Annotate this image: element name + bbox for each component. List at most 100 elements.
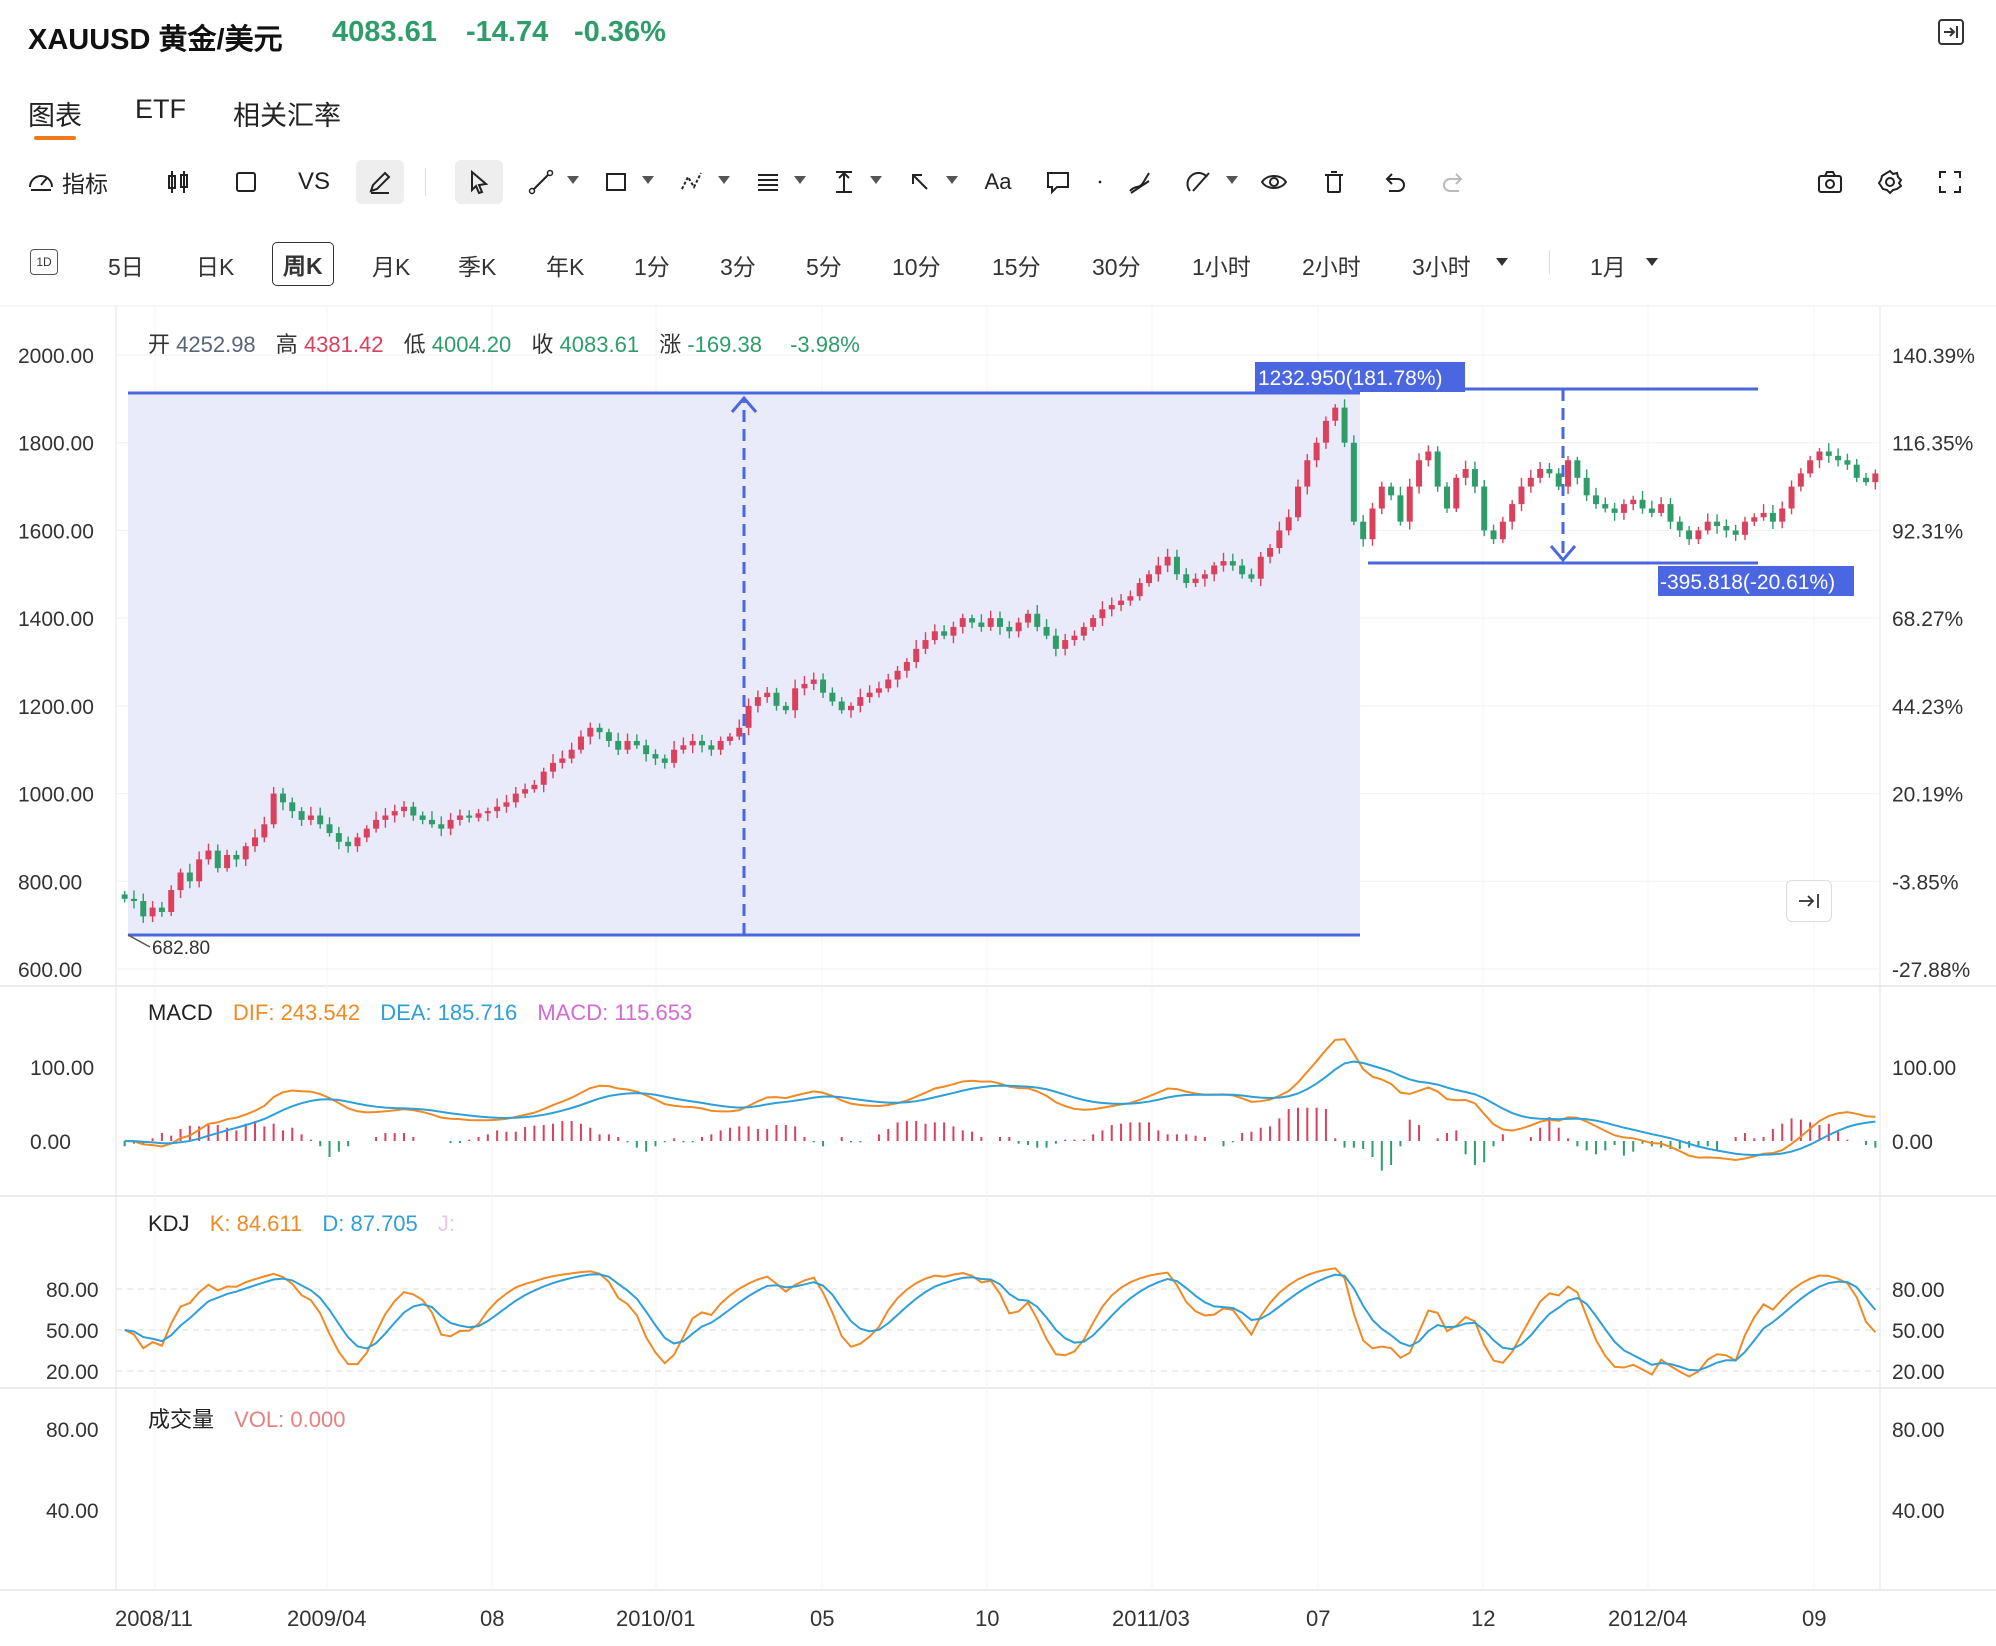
fib-tool-button[interactable] — [750, 160, 786, 204]
candle-body — [214, 850, 221, 869]
cursor-button[interactable] — [455, 160, 503, 204]
period-0[interactable]: 5日 — [108, 254, 144, 280]
candle-body — [401, 806, 408, 812]
comment-tool-button[interactable] — [1040, 160, 1076, 204]
candle-body — [1406, 486, 1413, 522]
settings-button[interactable] — [1872, 160, 1908, 204]
candle-body — [466, 815, 473, 818]
period-6[interactable]: 1分 — [634, 254, 670, 280]
candle-body — [820, 679, 827, 693]
time-tick-label: 08 — [480, 1606, 504, 1631]
period-more-chevron-icon[interactable] — [1496, 258, 1508, 266]
compare-button[interactable]: VS — [297, 168, 330, 195]
k-line — [124, 1267, 1877, 1378]
candle-body — [1341, 407, 1348, 443]
indicators-button[interactable]: 指标 — [26, 160, 126, 204]
collapse-panel-icon[interactable] — [1937, 18, 1965, 46]
tab-related-fx[interactable]: 相关汇率 — [233, 101, 341, 131]
candle-body — [1797, 473, 1804, 487]
candle-body — [1090, 618, 1097, 627]
range-chevron-icon[interactable] — [1646, 258, 1658, 266]
chart-area[interactable]: 2000.00 140.39% 1800.00 116.35% 1600.00 92.31… — [0, 300, 1996, 1646]
candle-body — [848, 705, 855, 711]
candle-body — [1537, 469, 1544, 478]
rectangle-tool-button[interactable] — [598, 160, 634, 204]
period-1[interactable]: 日K — [196, 254, 235, 280]
fullscreen-button[interactable] — [1932, 160, 1968, 204]
line-tool-button[interactable] — [523, 160, 559, 204]
candle-body — [550, 762, 557, 772]
period-3[interactable]: 月K — [372, 254, 411, 280]
candle-body — [1397, 495, 1404, 522]
screenshot-button[interactable] — [1812, 160, 1848, 204]
text-tool-button[interactable]: Aa — [984, 169, 1012, 194]
candle-body — [959, 618, 966, 627]
visibility-button[interactable] — [1256, 160, 1292, 204]
candle-body — [503, 802, 510, 807]
draw-toggle-button[interactable] — [356, 160, 404, 204]
square-button[interactable] — [228, 160, 264, 204]
candle-body — [838, 701, 845, 711]
candle-body — [1378, 486, 1385, 509]
open-label: 开 — [148, 332, 171, 357]
candle-body — [177, 872, 184, 891]
chevron-down-icon[interactable] — [794, 176, 806, 184]
tab-etf[interactable]: ETF — [135, 94, 186, 124]
candle-body — [1723, 526, 1730, 531]
chevron-down-icon[interactable] — [718, 176, 730, 184]
period-9[interactable]: 10分 — [892, 254, 941, 280]
candle-body — [1267, 547, 1274, 557]
candle-body — [1583, 477, 1590, 496]
period-4[interactable]: 季K — [458, 254, 497, 280]
candle-body — [1574, 460, 1581, 478]
intraday-icon[interactable]: 1D — [30, 249, 58, 275]
brush-tool-button[interactable] — [1122, 160, 1158, 204]
period-13[interactable]: 2小时 — [1302, 254, 1361, 280]
candlestick-button[interactable] — [160, 160, 196, 204]
chevron-down-icon[interactable] — [946, 176, 958, 184]
candle-body — [1192, 578, 1199, 584]
scroll-to-latest-button[interactable] — [1786, 880, 1832, 922]
shape-tool-button[interactable] — [1182, 160, 1218, 204]
candle-body — [1006, 626, 1013, 632]
candle-body — [1118, 600, 1125, 605]
chevron-down-icon[interactable] — [567, 176, 579, 184]
period-10[interactable]: 15分 — [992, 254, 1041, 280]
low-marker-line — [127, 934, 151, 948]
undo-button[interactable] — [1376, 160, 1412, 204]
candle-body — [1658, 504, 1665, 513]
redo-button[interactable] — [1436, 160, 1472, 204]
period-11[interactable]: 30分 — [1092, 254, 1141, 280]
kdj-tick-label-right: 80.00 — [1892, 1279, 1945, 1302]
measure-tool-button[interactable] — [826, 160, 862, 204]
dea-value: DEA: 185.716 — [380, 1000, 518, 1025]
period-2[interactable]: 周K — [272, 242, 334, 286]
ohlc-legend: 开 4252.98 高 4381.42 低 4004.20 收 4083.61 … — [148, 327, 860, 359]
delete-button[interactable] — [1316, 160, 1352, 204]
candle-body — [1211, 565, 1218, 575]
j-value: J: — [437, 1211, 456, 1236]
dot-tool-button[interactable] — [1090, 160, 1110, 204]
candle-body — [801, 683, 808, 689]
arrow-tool-button[interactable] — [902, 160, 938, 204]
tab-chart[interactable]: 图表 — [28, 101, 82, 131]
period-7[interactable]: 3分 — [720, 254, 756, 280]
pattern-tool-button[interactable] — [674, 160, 710, 204]
chevron-down-icon[interactable] — [642, 176, 654, 184]
volume-tick-label: 40.00 — [46, 1500, 99, 1523]
candle-body — [130, 898, 137, 902]
candle-body — [354, 837, 361, 847]
period-8[interactable]: 5分 — [806, 254, 842, 280]
chevron-down-icon[interactable] — [870, 176, 882, 184]
range-select[interactable]: 1月 — [1590, 254, 1626, 280]
period-5[interactable]: 年K — [546, 254, 585, 280]
period-14[interactable]: 3小时 — [1412, 254, 1471, 280]
pct-tick-label: -3.85% — [1892, 871, 1959, 894]
macd-value: MACD: 115.653 — [537, 1000, 693, 1025]
candle-body — [1285, 517, 1292, 531]
arrow-icon — [912, 174, 928, 190]
candle-body — [456, 815, 463, 820]
chevron-down-icon[interactable] — [1226, 176, 1238, 184]
period-12[interactable]: 1小时 — [1192, 254, 1251, 280]
candle-body — [1239, 565, 1246, 575]
